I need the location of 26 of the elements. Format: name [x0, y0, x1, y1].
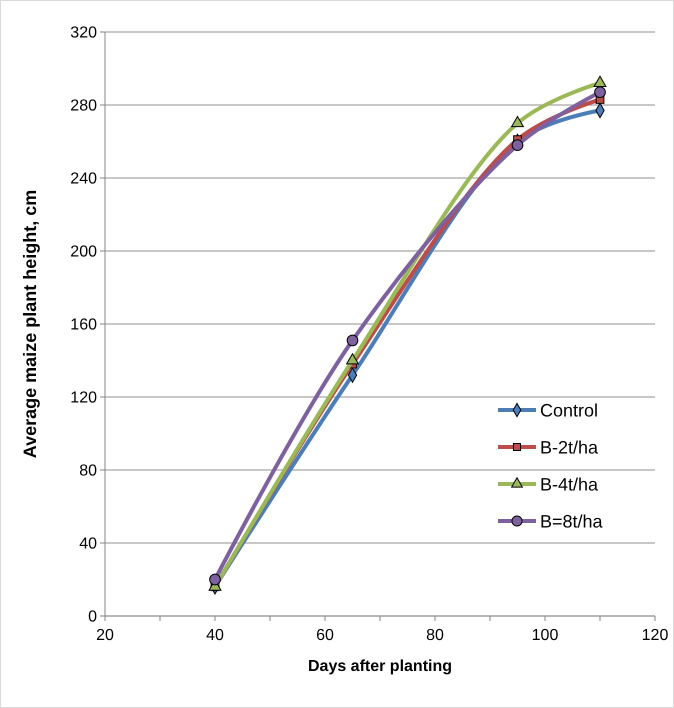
y-tick-label: 280 [70, 98, 98, 115]
point [346, 353, 359, 364]
point [209, 574, 221, 586]
y-tick-label: 200 [70, 244, 98, 261]
point [346, 334, 358, 346]
y-axis-title: Average maize plant height, cm [20, 190, 40, 458]
y-tick-label: 80 [79, 462, 98, 480]
point [512, 139, 524, 151]
x-tick-label: 60 [316, 627, 334, 644]
x-tick-label: 100 [532, 627, 558, 644]
y-tick-label: 40 [79, 536, 98, 553]
x-tick-label: 40 [206, 627, 224, 644]
legend-label: B=8t/ha [540, 511, 604, 532]
legend-label: B-4t/ha [540, 474, 600, 494]
y-tick-label: 240 [70, 170, 98, 188]
x-tick-label: 80 [426, 627, 444, 644]
legend-label: Control [540, 400, 598, 420]
x-tick-label: 120 [642, 627, 668, 644]
y-tick-label: 320 [70, 24, 98, 42]
y-tick-label: 160 [70, 316, 98, 334]
point [594, 86, 606, 98]
x-axis-title: Days after planting [308, 658, 452, 675]
legend-label: B-2t/ha [540, 437, 600, 458]
y-tick-label: 0 [88, 608, 98, 626]
x-tick-label: 20 [96, 627, 114, 644]
y-tick-label: 120 [70, 390, 98, 407]
